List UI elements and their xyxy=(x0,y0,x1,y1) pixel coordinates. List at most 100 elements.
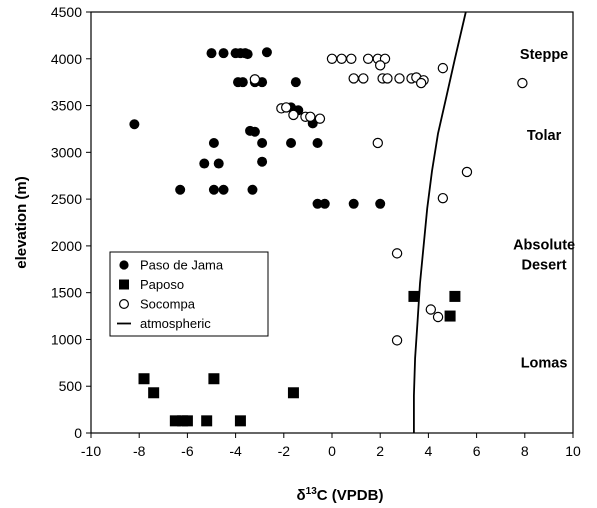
data-point xyxy=(181,415,193,427)
x-tick-label: -10 xyxy=(81,443,101,459)
data-point xyxy=(348,198,359,209)
data-point xyxy=(213,158,224,169)
x-tick-label: -6 xyxy=(181,443,194,459)
zone-label: Steppe xyxy=(520,47,568,63)
y-axis-label: elevation (m) xyxy=(13,176,30,269)
x-tick-label: 6 xyxy=(473,443,481,459)
data-point xyxy=(336,53,347,64)
y-tick-label: 2000 xyxy=(51,238,82,254)
data-series xyxy=(129,11,528,433)
series-paposo xyxy=(138,290,461,427)
data-point xyxy=(408,290,420,302)
data-point xyxy=(206,48,217,59)
data-point xyxy=(281,102,292,113)
data-point xyxy=(348,73,359,84)
data-point xyxy=(326,53,338,64)
series-paso-de-jama xyxy=(129,47,386,209)
y-tick-label: 500 xyxy=(59,378,83,394)
data-point xyxy=(287,387,299,399)
series-atmospheric xyxy=(413,11,467,433)
data-point xyxy=(249,74,261,85)
zone-label: Absolute Desert xyxy=(513,238,575,274)
data-point xyxy=(415,77,427,89)
x-tick-label: -2 xyxy=(278,443,291,459)
x-tick-label: -4 xyxy=(229,443,242,459)
legend-label: Paposo xyxy=(140,277,184,292)
zone-labels: Steppe Tolar Absolute Desert Lomas xyxy=(513,47,575,372)
data-point xyxy=(517,77,528,89)
y-tick-label: 4500 xyxy=(51,4,82,20)
data-point xyxy=(242,49,253,60)
legend-marker xyxy=(119,260,129,270)
x-tick-label: 8 xyxy=(521,443,529,459)
y-tick-label: 0 xyxy=(74,425,82,441)
data-point xyxy=(437,192,449,204)
plot-area xyxy=(90,11,574,434)
data-point xyxy=(138,373,150,385)
axes: -10 -8 -6 -4 -2 0 2 4 6 8 10 0 500 1000 1500 2000 2500 30… xyxy=(13,4,581,504)
data-point xyxy=(247,184,258,195)
y-tick-label: 3000 xyxy=(51,144,82,160)
data-point xyxy=(432,311,444,323)
data-point xyxy=(444,310,456,322)
data-point xyxy=(208,137,219,148)
data-point xyxy=(169,415,181,427)
data-point xyxy=(175,184,186,195)
data-point xyxy=(288,109,299,121)
data-point xyxy=(382,73,393,84)
data-point xyxy=(372,137,383,149)
data-point xyxy=(208,184,219,195)
x-tick-label: -8 xyxy=(133,443,146,459)
data-point xyxy=(218,48,229,59)
legend-label: Paso de Jama xyxy=(140,258,224,273)
data-point xyxy=(314,113,326,124)
data-point xyxy=(286,137,297,148)
y-tick-label: 3500 xyxy=(51,98,82,114)
data-point xyxy=(425,304,437,315)
data-point xyxy=(391,248,403,259)
data-point xyxy=(319,198,330,209)
data-point xyxy=(346,53,357,64)
data-point xyxy=(437,62,449,74)
data-point xyxy=(249,126,260,137)
plot-border xyxy=(90,11,574,434)
data-point xyxy=(375,198,386,209)
y-tick-label: 1000 xyxy=(51,331,82,347)
data-point xyxy=(201,415,213,427)
data-point xyxy=(148,387,160,399)
data-point xyxy=(129,119,140,130)
data-point xyxy=(394,73,405,84)
x-axis-label: δ13C (VPDB) xyxy=(297,486,384,504)
legend-marker xyxy=(119,279,129,290)
y-tick-label: 4000 xyxy=(51,51,82,67)
data-point xyxy=(218,184,229,195)
data-point xyxy=(290,77,301,88)
data-point xyxy=(312,137,323,148)
data-point xyxy=(391,335,403,346)
data-point xyxy=(461,166,473,178)
x-tick-label: 10 xyxy=(565,443,581,459)
x-tick-label: 2 xyxy=(376,443,384,459)
data-point xyxy=(257,137,268,148)
y-tick-label: 2500 xyxy=(51,191,82,207)
data-point xyxy=(358,73,369,84)
legend-label: Socompa xyxy=(140,297,196,312)
data-point xyxy=(362,53,374,64)
atmospheric-line xyxy=(413,11,467,433)
x-tick-label: 0 xyxy=(328,443,336,459)
zone-label: Tolar xyxy=(527,128,562,144)
data-point xyxy=(237,77,248,88)
legend-marker xyxy=(118,299,129,310)
data-point xyxy=(257,156,268,167)
data-point xyxy=(375,60,386,71)
data-point xyxy=(305,111,316,122)
data-point xyxy=(261,47,272,58)
data-point xyxy=(312,198,323,209)
legend-box xyxy=(109,251,269,337)
legend-label: atmospheric xyxy=(140,316,211,331)
x-tick-label: 4 xyxy=(425,443,433,459)
series-socompa xyxy=(249,53,528,346)
data-point xyxy=(234,415,246,427)
